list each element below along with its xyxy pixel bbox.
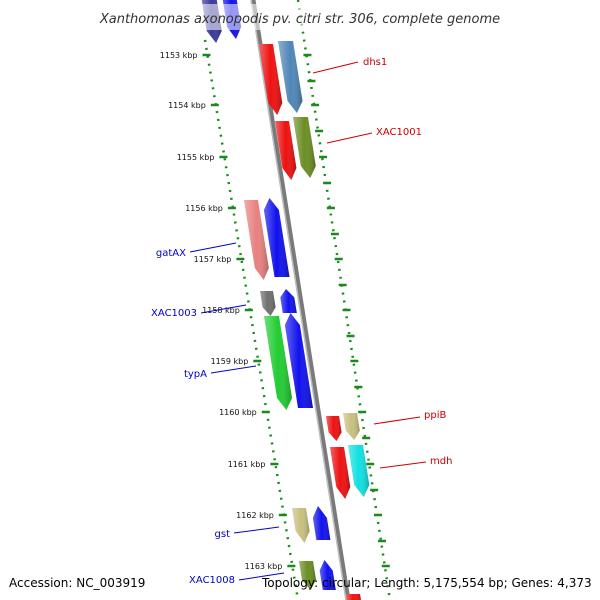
gene-ppib-khaki-shade [343, 413, 360, 440]
tick-label: 1158 kbp [202, 306, 240, 315]
label-typa-leader [210, 365, 257, 374]
gene-xac1003-blue-shade [280, 289, 297, 313]
dotted-track-right [296, 0, 392, 600]
right-tick-marks [303, 53, 390, 568]
gene-typa-green-shade [264, 316, 292, 410]
gene-gatax-blue-shade [263, 198, 290, 277]
label-xac1008-leader [238, 572, 285, 581]
gene-xac1003-gray-shade [260, 291, 276, 316]
gene-ppib-red-shade [326, 416, 342, 441]
tick-labels: 1153 kbp 1154 kbp 1155 kbp 1156 kbp 1157 kbp… [160, 51, 283, 571]
gene-xac1008-blue-shade [319, 560, 336, 590]
gene-mdh-red-shade [330, 447, 351, 499]
topology-text: Topology: circular; Length: 5,175,554 bp… [261, 576, 592, 590]
gene-xac1008-olive-shade [299, 561, 316, 590]
label-gst: gst [215, 529, 231, 540]
tick-label: 1157 kbp [194, 255, 232, 264]
title-band [0, 4, 600, 30]
label-gatax-leader [189, 242, 237, 253]
gene-gst-khaki-shade [292, 508, 310, 543]
label-dhs1-leader [312, 61, 359, 74]
label-ppib: ppiB [424, 410, 446, 421]
label-mdh: mdh [430, 456, 452, 467]
gene-gatax-salmon-shade [244, 200, 269, 280]
gene-typa-blue-shade [284, 313, 313, 408]
dotted-track-left [203, 39, 300, 600]
tick-label: 1162 kbp [236, 511, 274, 520]
gene-mdh-cyan-shade [348, 445, 370, 497]
gene-labels: dhs1 XAC1001 ppiB mdh gatAX XAC1003 typA gst XAC… [151, 57, 452, 586]
gene-dhs1-red-shade [259, 44, 283, 115]
map-title: Xanthomonas axonopodis pv. citri str. 30… [99, 12, 500, 27]
tick-label: 1163 kbp [245, 562, 283, 571]
tick-label: 1153 kbp [160, 51, 198, 60]
gene-xac1001-olive-shade [293, 117, 316, 178]
label-gst-leader [233, 526, 280, 534]
left-tick-marks [202, 53, 296, 568]
label-ppib-leader [373, 416, 421, 425]
label-mdh-leader [379, 461, 427, 469]
gene-features [201, 0, 370, 600]
genome-backbone-highlight [250, 0, 347, 600]
label-xac1001-leader [326, 132, 373, 144]
gene-bottom-red-shade [346, 594, 361, 600]
label-xac1003: XAC1003 [151, 308, 197, 319]
gene-gst-blue-shade [312, 506, 331, 540]
tick-label: 1156 kbp [185, 204, 223, 213]
tick-label: 1159 kbp [211, 357, 249, 366]
gene-xac1001-red-shade [275, 121, 297, 180]
label-xac1001: XAC1001 [376, 127, 422, 138]
label-dhs1: dhs1 [363, 57, 387, 68]
accession-text: Accession: NC_003919 [9, 576, 145, 590]
tick-label: 1154 kbp [168, 101, 206, 110]
label-xac1003-leader [200, 304, 247, 314]
gene-dhs1-steel-shade [278, 41, 303, 113]
label-gatax: gatAX [156, 248, 186, 259]
tick-label: 1161 kbp [228, 460, 266, 469]
label-xac1008: XAC1008 [189, 575, 235, 586]
label-typa: typA [184, 369, 207, 380]
tick-label: 1160 kbp [219, 408, 257, 417]
tick-label: 1155 kbp [177, 153, 215, 162]
